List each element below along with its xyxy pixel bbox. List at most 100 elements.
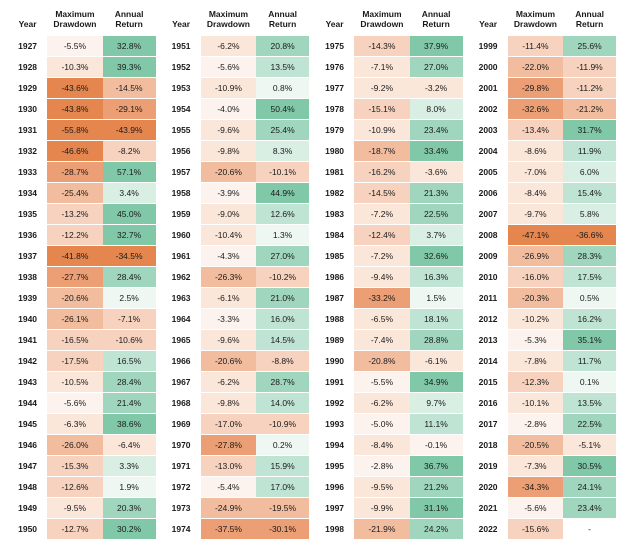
year-cell: 1957 [162,161,201,182]
year-cell: 1997 [315,497,354,518]
return-cell: 17.0% [256,476,309,497]
col-header-return: Annual Return [103,6,156,36]
return-cell: 28.4% [103,371,156,392]
table-row: 1978-15.1%8.0% [315,98,463,119]
drawdown-cell: -10.9% [201,77,257,98]
table-row: 2001-29.8%-11.2% [469,77,617,98]
year-cell: 1961 [162,245,201,266]
table-row: 2019-7.3%30.5% [469,455,617,476]
drawdown-cell: -5.6% [508,497,564,518]
col-header-return: Annual Return [256,6,309,36]
drawdown-cell: -28.7% [47,161,103,182]
return-cell: 33.4% [410,140,463,161]
drawdown-cell: -14.5% [354,182,410,203]
return-cell: 5.8% [563,203,616,224]
return-cell: -10.6% [103,329,156,350]
drawdown-cell: -7.2% [354,203,410,224]
table-row: 1988-6.5%18.1% [315,308,463,329]
drawdown-cell: -17.5% [47,350,103,371]
return-cell: 16.0% [256,308,309,329]
drawdown-cell: -26.1% [47,308,103,329]
data-table: YearMaximum DrawdownAnnual Return1999-11… [469,6,617,540]
year-cell: 1943 [8,371,47,392]
table-row: 2004-8.6%11.9% [469,140,617,161]
return-cell: 9.7% [410,392,463,413]
table-row: 1984-12.4%3.7% [315,224,463,245]
return-cell: 1.9% [103,476,156,497]
drawdown-cell: -7.2% [354,245,410,266]
return-cell: -21.2% [563,98,616,119]
table-row: 2009-26.9%28.3% [469,245,617,266]
return-cell: 22.5% [410,203,463,224]
drawdown-cell: -12.7% [47,518,103,539]
return-cell: 20.8% [256,36,309,57]
table-row: 2007-9.7%5.8% [469,203,617,224]
return-cell: 6.0% [563,161,616,182]
year-cell: 1965 [162,329,201,350]
year-cell: 2000 [469,56,508,77]
drawdown-cell: -20.5% [508,434,564,455]
year-cell: 1946 [8,434,47,455]
year-cell: 1940 [8,308,47,329]
return-cell: 3.4% [103,182,156,203]
year-cell: 1969 [162,413,201,434]
year-cell: 1988 [315,308,354,329]
drawdown-cell: -17.0% [201,413,257,434]
table-row: 2021-5.6%23.4% [469,497,617,518]
return-cell: 17.5% [563,266,616,287]
table-row: 2006-8.4%15.4% [469,182,617,203]
drawdown-cell: -27.7% [47,266,103,287]
year-cell: 1949 [8,497,47,518]
year-cell: 1930 [8,98,47,119]
table-row: 2010-16.0%17.5% [469,266,617,287]
year-cell: 1950 [8,518,47,539]
drawdown-cell: -4.3% [201,245,257,266]
drawdown-cell: -24.9% [201,497,257,518]
year-cell: 1966 [162,350,201,371]
table-row: 2013-5.3%35.1% [469,329,617,350]
table-row: 1936-12.2%32.7% [8,224,156,245]
drawdown-cell: -20.6% [201,161,257,182]
drawdown-cell: -4.0% [201,98,257,119]
year-cell: 1941 [8,329,47,350]
return-cell: 1.5% [410,287,463,308]
return-cell: 35.1% [563,329,616,350]
table-row: 1954-4.0%50.4% [162,98,310,119]
table-row: 1940-26.1%-7.1% [8,308,156,329]
return-cell: 18.1% [410,308,463,329]
table-row: 1942-17.5%16.5% [8,350,156,371]
year-cell: 1981 [315,161,354,182]
table-row: 2012-10.2%16.2% [469,308,617,329]
year-cell: 2002 [469,98,508,119]
table-row: 1994-8.4%-0.1% [315,434,463,455]
drawdown-cell: -46.6% [47,140,103,161]
table-row: 1979-10.9%23.4% [315,119,463,140]
return-cell: 8.3% [256,140,309,161]
return-cell: 24.1% [563,476,616,497]
return-cell: 28.3% [563,245,616,266]
data-table: YearMaximum DrawdownAnnual Return1927-5.… [8,6,156,540]
year-cell: 1977 [315,77,354,98]
table-row: 2002-32.6%-21.2% [469,98,617,119]
return-cell: -11.9% [563,56,616,77]
return-cell: 15.4% [563,182,616,203]
year-cell: 1931 [8,119,47,140]
table-row: 1995-2.8%36.7% [315,455,463,476]
drawdown-cell: -7.1% [354,56,410,77]
return-cell: -30.1% [256,518,309,539]
return-cell: 14.0% [256,392,309,413]
year-cell: 1938 [8,266,47,287]
drawdown-cell: -14.3% [354,36,410,57]
year-cell: 1975 [315,36,354,57]
year-cell: 1956 [162,140,201,161]
col-header-return: Annual Return [563,6,616,36]
return-cell: 8.0% [410,98,463,119]
drawdown-cell: -5.4% [201,476,257,497]
year-cell: 1994 [315,434,354,455]
return-cell: 37.9% [410,36,463,57]
table-row: 2017-2.8%22.5% [469,413,617,434]
return-cell: 11.7% [563,350,616,371]
table-row: 1937-41.8%-34.5% [8,245,156,266]
return-cell: 11.1% [410,413,463,434]
drawdown-cell: -9.7% [508,203,564,224]
